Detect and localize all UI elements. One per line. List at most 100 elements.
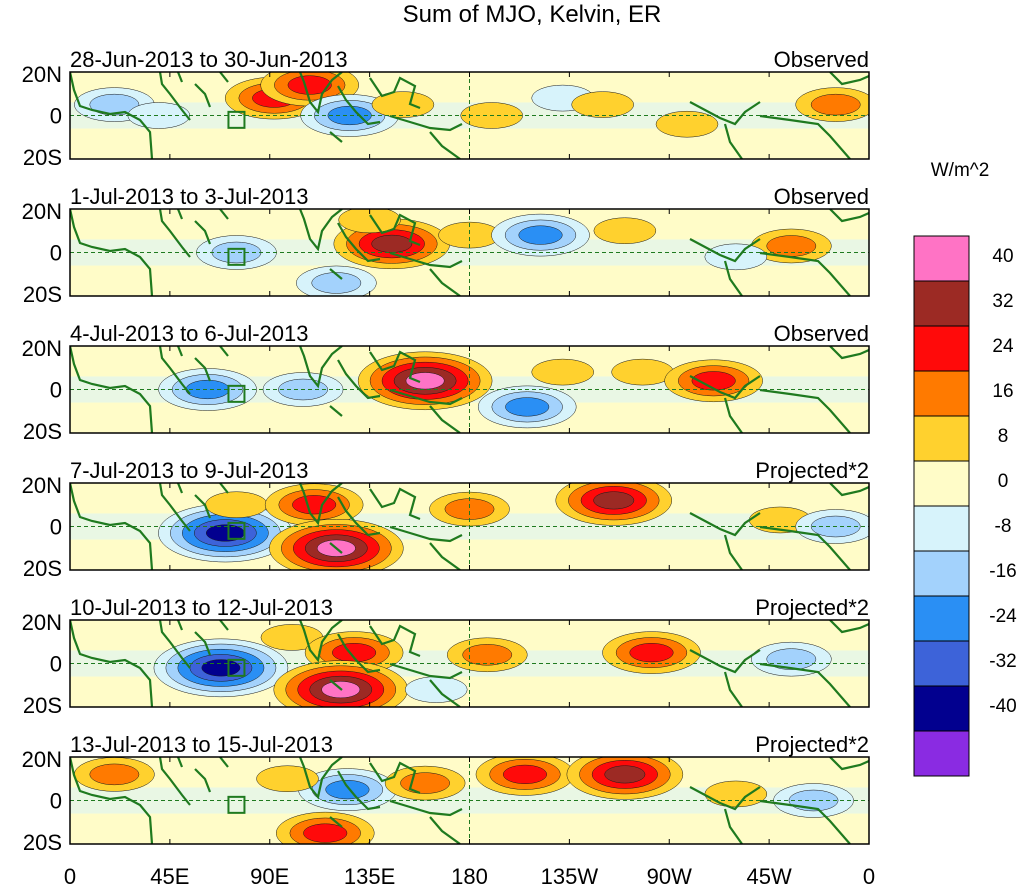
lat-tick-label: 0 (50, 378, 62, 403)
anomaly-contour (462, 644, 513, 666)
lon-tick-label: 135W (541, 864, 599, 889)
colorbar-swatch (913, 460, 970, 507)
panel: 20N 0 20S 4-Jul-2013 to 6-Jul-2013 Observed (22, 321, 870, 444)
colorbar-swatch (913, 415, 970, 462)
anomaly-contour (593, 491, 635, 510)
lon-tick-label: 0 (863, 864, 875, 889)
panel-period: 4-Jul-2013 to 6-Jul-2013 (70, 321, 308, 346)
panel-period: 1-Jul-2013 to 3-Jul-2013 (70, 184, 308, 209)
anomaly-contour (766, 235, 817, 257)
anomaly-contour (405, 372, 445, 390)
colorbar-swatch (913, 550, 970, 597)
panel-status: Projected*2 (755, 595, 869, 620)
anomaly-contour (205, 491, 268, 518)
panel-status: Observed (774, 47, 869, 72)
anomaly-contour (611, 358, 674, 386)
colorbar-swatch (913, 505, 970, 552)
lat-tick-label: 0 (50, 241, 62, 266)
colorbar-swatch (913, 640, 970, 687)
panel-status: Observed (774, 184, 869, 209)
panel: 20N 0 20S 10-Jul-2013 to 12-Jul-2013 Project… (22, 595, 870, 718)
anomaly-contour (571, 91, 634, 118)
anomaly-contour (404, 676, 468, 703)
lat-tick-label: 20S (23, 145, 62, 170)
region-box (227, 795, 246, 814)
colorbar-tick-label: -40 (989, 696, 1016, 717)
lat-tick-label: 20S (23, 830, 62, 855)
colorbar-tick-label: 8 (998, 426, 1009, 447)
colorbar-tick-label: -24 (989, 606, 1017, 627)
panel-period: 7-Jul-2013 to 9-Jul-2013 (70, 458, 308, 483)
colorbar-units: W/m^2 (931, 160, 990, 181)
anomaly-contour (325, 780, 370, 800)
lon-tick-label: 180 (451, 864, 488, 889)
anomaly-contour (604, 765, 646, 784)
panel-status: Observed (774, 321, 869, 346)
anomaly-contour (256, 765, 319, 792)
anomaly-contour (704, 243, 768, 271)
colorbar-swatch (913, 685, 970, 732)
lat-tick-label: 20N (22, 747, 62, 772)
panel: 20N 0 20S 1-Jul-2013 to 3-Jul-2013 Observed (22, 184, 870, 307)
anomaly-contour (371, 91, 435, 118)
anomaly-contour (704, 780, 768, 808)
anomaly-contour (531, 358, 594, 386)
anomaly-contour (400, 772, 450, 794)
lat-tick-label: 0 (50, 789, 62, 814)
region-box (227, 658, 246, 677)
lat-tick-label: 20S (23, 556, 62, 581)
panel: 20N 0 20S 13-Jul-2013 to 15-Jul-2013 Project… (22, 732, 870, 855)
lat-tick-label: 20N (22, 473, 62, 498)
colorbar-tick-label: 24 (992, 336, 1014, 357)
region-box (227, 247, 246, 266)
panel-status: Projected*2 (755, 458, 869, 483)
anomaly-contour (292, 495, 337, 515)
lat-tick-label: 0 (50, 652, 62, 677)
panel: 20N 0 20S 28-Jun-2013 to 30-Jun-2013 Observe… (22, 47, 870, 170)
anomaly-contour (311, 272, 362, 294)
panel: 20N 0 20S 7-Jul-2013 to 9-Jul-2013 Projected… (22, 458, 870, 581)
lon-tick-label: 0 (64, 864, 76, 889)
region-box (227, 521, 246, 540)
anomaly-contour (201, 659, 241, 677)
anomaly-contour (810, 93, 861, 116)
lat-tick-label: 20S (23, 419, 62, 444)
lon-tick-label: 45E (150, 864, 189, 889)
colorbar-tick-label: 40 (992, 246, 1013, 267)
lat-tick-label: 20N (22, 610, 62, 635)
colorbar-swatch (913, 595, 970, 642)
anomaly-contour (629, 643, 674, 663)
colorbar-swatch (913, 235, 970, 282)
lat-tick-label: 20N (22, 199, 62, 224)
anomaly-contour (766, 648, 817, 670)
panel-period: 13-Jul-2013 to 15-Jul-2013 (70, 732, 333, 757)
anomaly-contour (89, 763, 140, 786)
colorbar-tick-label: 0 (998, 471, 1009, 492)
lat-tick-label: 20S (23, 693, 62, 718)
lat-tick-label: 0 (50, 515, 62, 540)
colorbar-swatch (913, 370, 970, 417)
panel-period: 28-Jun-2013 to 30-Jun-2013 (70, 47, 348, 72)
colorbar-tick-label: 16 (992, 381, 1013, 402)
colorbar-tick-label: 32 (992, 291, 1013, 312)
chart-title: Sum of MJO, Kelvin, ER (403, 1, 662, 28)
colorbar-swatch (913, 280, 970, 327)
panel-status: Projected*2 (755, 732, 869, 757)
lon-tick-label: 90W (647, 864, 692, 889)
anomaly-contour (371, 234, 413, 253)
colorbar-swatch (913, 325, 970, 372)
lon-tick-label: 135E (344, 864, 395, 889)
region-box (227, 384, 246, 403)
region-box (227, 110, 246, 129)
colorbar-swatch (913, 730, 970, 777)
lat-tick-label: 20N (22, 62, 62, 87)
anomaly-contour (287, 75, 332, 95)
lat-tick-label: 0 (50, 104, 62, 129)
panel-period: 10-Jul-2013 to 12-Jul-2013 (70, 595, 333, 620)
anomaly-contour (338, 209, 401, 234)
lon-tick-label: 45W (747, 864, 792, 889)
lat-tick-label: 20N (22, 336, 62, 361)
anomaly-contour (655, 110, 719, 138)
anomaly-contour (303, 823, 348, 843)
